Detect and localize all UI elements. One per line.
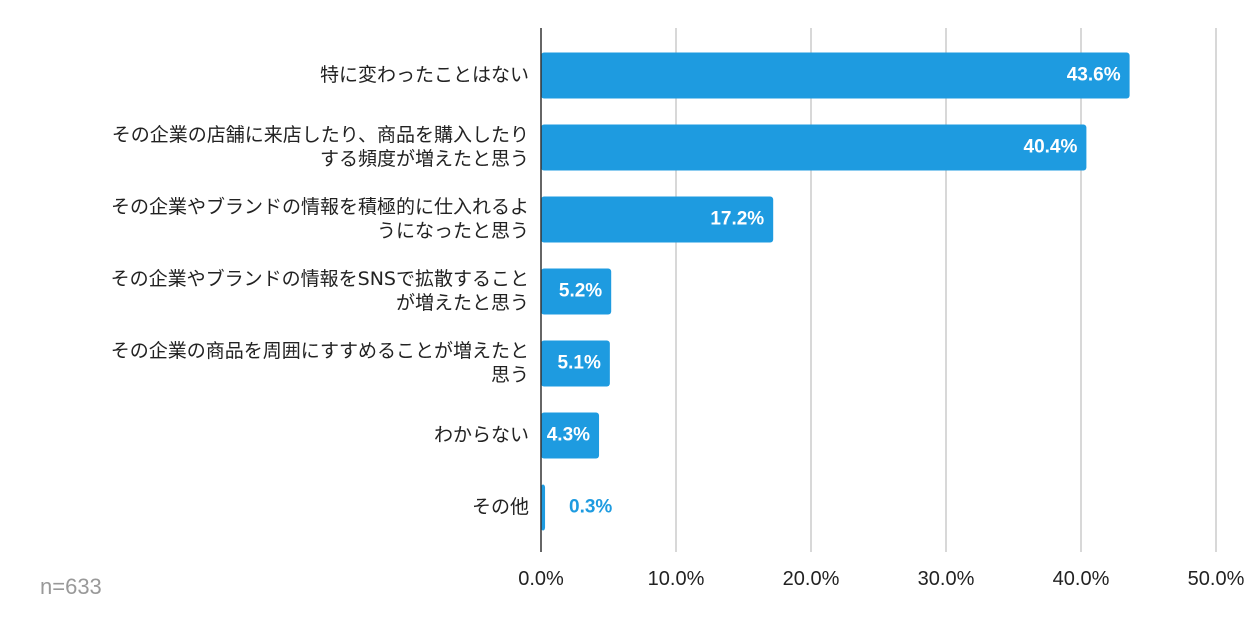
x-tick-label: 40.0%	[1053, 568, 1110, 590]
category-label: その企業の商品を周囲にすすめることが増えたと思う	[111, 340, 529, 386]
category-label-line: が増えたと思う	[396, 292, 529, 314]
category-label: わからない	[434, 424, 529, 446]
category-label: その企業やブランドの情報をSNSで拡散することが増えたと思う	[111, 267, 529, 314]
value-label: 4.3%	[547, 425, 590, 446]
value-label: 40.4%	[1024, 137, 1078, 158]
bar	[541, 484, 546, 531]
category-label-line: わからない	[434, 424, 529, 446]
category-label-line: 特に変わったことはない	[320, 64, 529, 86]
value-label: 5.1%	[558, 353, 601, 374]
x-tick-label: 10.0%	[648, 568, 705, 590]
category-labels: 特に変わったことはないその企業の店舗に来店したり、商品を購入したりする頻度が増え…	[111, 64, 529, 518]
bar	[541, 196, 774, 243]
bars	[541, 52, 1130, 531]
x-tick-label: 30.0%	[918, 568, 975, 590]
category-label-line: 思う	[491, 364, 529, 386]
x-tick-label: 50.0%	[1188, 568, 1245, 590]
bar	[541, 340, 610, 387]
category-label-line: その企業やブランドの情報をSNSで拡散すること	[111, 267, 529, 290]
bar	[541, 412, 600, 459]
value-label: 5.2%	[559, 281, 602, 302]
value-label: 43.6%	[1067, 65, 1121, 86]
category-label-line: する頻度が増えたと思う	[320, 148, 529, 170]
x-tick-label: 0.0%	[518, 568, 564, 590]
x-tick-label: 20.0%	[783, 568, 840, 590]
bar	[541, 124, 1087, 171]
category-label-line: その企業の店舗に来店したり、商品を購入したり	[112, 124, 529, 146]
category-label-line: その他	[472, 496, 529, 518]
category-label-line: その企業の商品を周囲にすすめることが増えたと	[111, 340, 529, 362]
category-label-line: うになったと思う	[377, 220, 529, 242]
category-label: その企業の店舗に来店したり、商品を購入したりする頻度が増えたと思う	[112, 124, 529, 170]
category-label: その他	[472, 496, 529, 518]
value-label: 17.2%	[710, 209, 764, 230]
value-labels: 43.6% 40.4% 17.2% 5.2% 5.1% 4.3% 0.3%	[547, 65, 1121, 518]
sample-size-note: n=633	[40, 574, 102, 599]
category-label: その企業やブランドの情報を積極的に仕入れるようになったと思う	[111, 195, 529, 242]
value-label: 0.3%	[569, 497, 612, 518]
category-label-line: その企業やブランドの情報を積極的に仕入れるよ	[111, 195, 529, 218]
x-axis-tick-labels: 0.0% 10.0% 20.0% 30.0% 40.0% 50.0%	[518, 568, 1244, 590]
bar	[541, 268, 612, 315]
gridlines	[675, 28, 1217, 552]
bar	[541, 52, 1130, 99]
category-label: 特に変わったことはない	[320, 64, 529, 86]
